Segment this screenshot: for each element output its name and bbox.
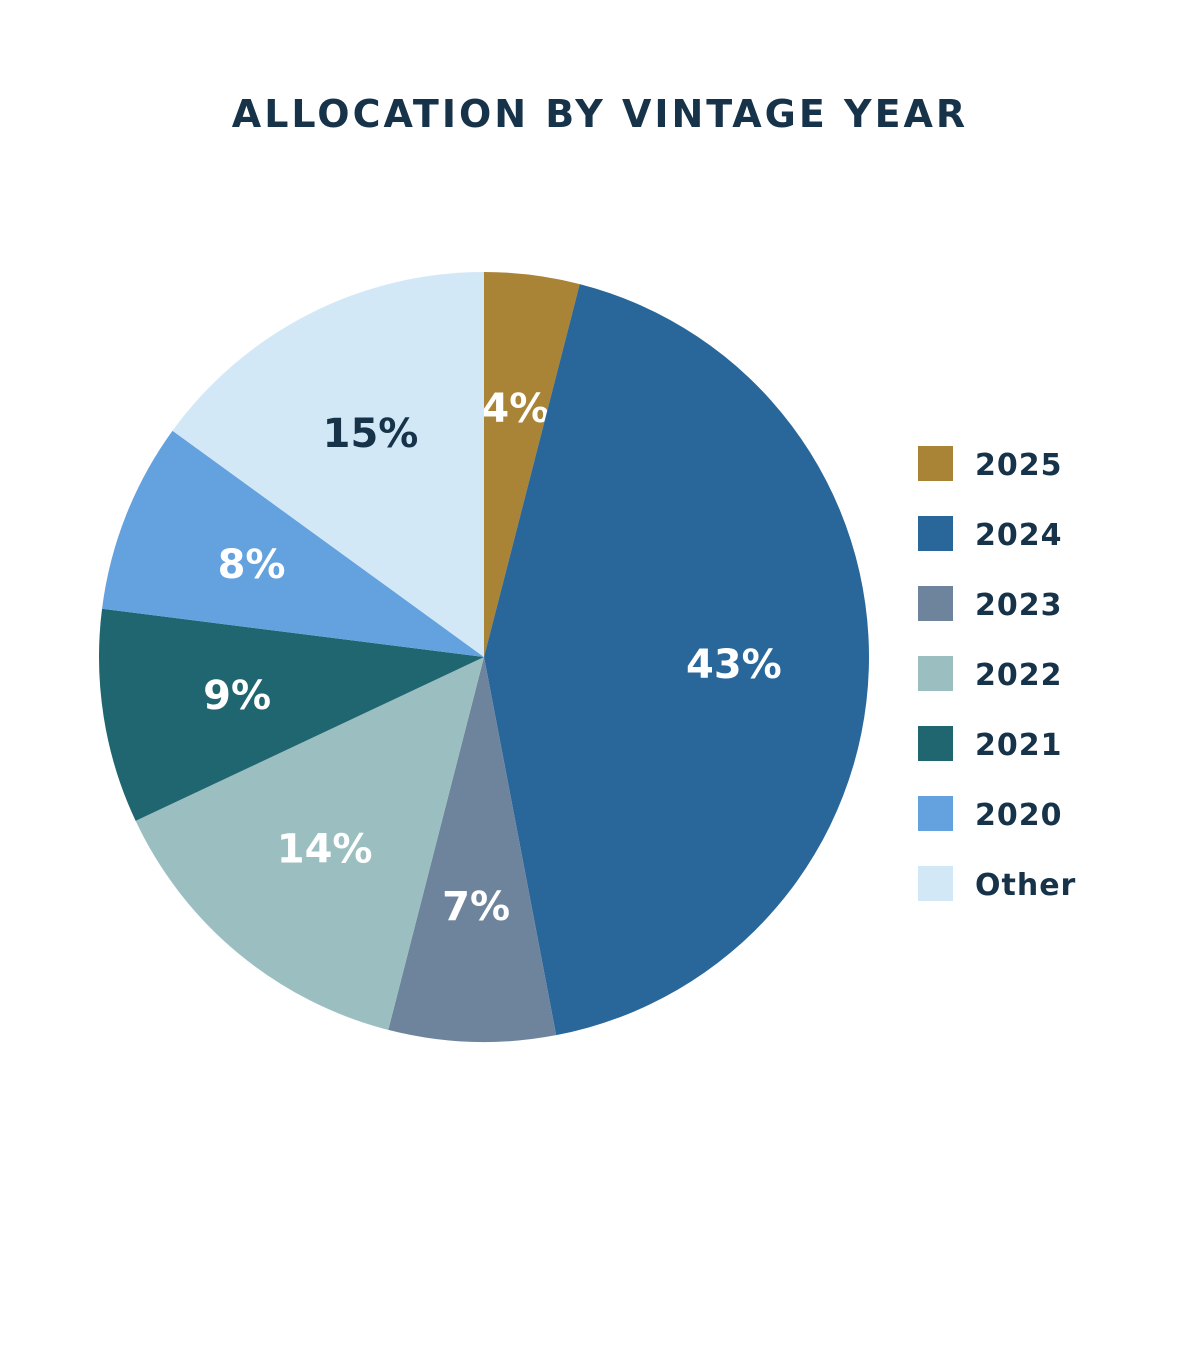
legend: 2025 2024 2023 2022 2021 2020 Other bbox=[918, 428, 1076, 918]
legend-item-2024: 2024 bbox=[918, 498, 1076, 568]
pie-slice-2022 bbox=[135, 657, 484, 1030]
legend-swatch bbox=[918, 445, 953, 481]
legend-swatch bbox=[918, 585, 953, 621]
legend-swatch bbox=[918, 865, 953, 901]
slice-label-2021: 9% bbox=[203, 673, 271, 719]
legend-label: 2022 bbox=[975, 657, 1063, 693]
legend-item-2020: 2020 bbox=[918, 778, 1076, 848]
slice-label-2022: 14% bbox=[277, 827, 373, 873]
slice-label-other: 15% bbox=[323, 411, 419, 457]
slice-label-2023: 7% bbox=[442, 884, 510, 930]
legend-item-other: Other bbox=[918, 848, 1076, 918]
legend-swatch bbox=[918, 655, 953, 691]
legend-item-2025: 2025 bbox=[918, 428, 1076, 498]
legend-item-2022: 2022 bbox=[918, 638, 1076, 708]
pie-slice-2021 bbox=[98, 608, 484, 821]
pie-slice-2023 bbox=[388, 657, 557, 1042]
legend-label: 2023 bbox=[975, 587, 1063, 623]
slice-label-2020: 8% bbox=[218, 542, 286, 588]
legend-label: 2024 bbox=[975, 517, 1063, 553]
legend-item-2021: 2021 bbox=[918, 708, 1076, 778]
pie-slice-other bbox=[172, 272, 485, 657]
chart-title: ALLOCATION BY VINTAGE YEAR bbox=[231, 92, 969, 136]
slice-label-2024: 43% bbox=[686, 642, 782, 688]
legend-swatch bbox=[918, 725, 953, 761]
pie-slice-2020 bbox=[102, 430, 485, 657]
legend-label: 2025 bbox=[975, 447, 1063, 483]
slice-label-2025: 4% bbox=[481, 386, 549, 432]
pie-slice-2024 bbox=[484, 284, 869, 1036]
legend-swatch bbox=[918, 515, 953, 551]
legend-swatch bbox=[918, 795, 953, 831]
legend-label: 2021 bbox=[975, 727, 1063, 763]
legend-label: 2020 bbox=[975, 797, 1063, 833]
pie-slice-2025 bbox=[484, 272, 580, 657]
legend-item-2023: 2023 bbox=[918, 568, 1076, 638]
legend-label: Other bbox=[975, 867, 1077, 903]
